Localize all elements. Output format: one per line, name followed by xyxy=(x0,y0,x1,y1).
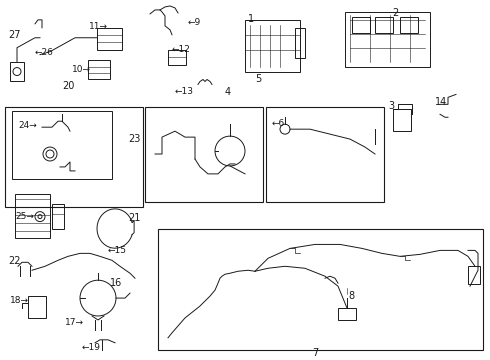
Text: 5: 5 xyxy=(255,73,261,84)
Text: 27: 27 xyxy=(8,30,21,40)
Bar xyxy=(97,28,122,50)
Text: ←12: ←12 xyxy=(172,45,191,54)
Text: 21: 21 xyxy=(128,213,140,222)
Text: 11→: 11→ xyxy=(89,22,107,31)
Bar xyxy=(145,107,263,202)
Text: ←6: ←6 xyxy=(272,119,285,128)
Text: 24→: 24→ xyxy=(18,121,37,130)
Bar xyxy=(266,107,384,202)
Bar xyxy=(15,194,50,238)
Text: 23: 23 xyxy=(128,134,140,144)
Bar xyxy=(338,308,356,320)
Bar xyxy=(52,204,64,229)
Bar xyxy=(400,17,418,33)
Bar xyxy=(158,229,483,350)
Bar xyxy=(5,107,143,207)
Bar xyxy=(468,266,480,284)
Text: 4: 4 xyxy=(225,87,231,98)
Text: 25→: 25→ xyxy=(15,212,34,221)
Bar xyxy=(245,20,300,72)
Text: ←19: ←19 xyxy=(82,343,101,352)
Bar xyxy=(345,12,430,67)
Bar xyxy=(168,50,186,64)
Text: ←15: ←15 xyxy=(108,246,127,255)
Text: 1: 1 xyxy=(248,14,254,24)
Bar xyxy=(295,28,305,58)
Bar xyxy=(352,17,370,33)
Text: 2: 2 xyxy=(392,8,398,18)
Text: 20: 20 xyxy=(62,81,74,91)
Text: 8: 8 xyxy=(348,291,354,301)
Bar xyxy=(28,296,46,318)
Bar xyxy=(88,60,110,80)
Bar xyxy=(10,62,24,81)
Text: 22: 22 xyxy=(8,256,21,266)
Bar xyxy=(12,111,112,179)
Text: ←26: ←26 xyxy=(35,48,54,57)
Text: ←9: ←9 xyxy=(188,18,201,27)
Bar xyxy=(393,109,411,131)
Text: 18→: 18→ xyxy=(10,296,29,305)
Text: ←13: ←13 xyxy=(175,87,194,96)
Bar xyxy=(375,17,393,33)
Text: 14: 14 xyxy=(435,97,447,107)
Text: 10→: 10→ xyxy=(72,64,91,73)
Text: 3: 3 xyxy=(388,102,394,111)
Text: 16: 16 xyxy=(110,278,122,288)
Text: 17→: 17→ xyxy=(65,318,84,327)
Text: 7: 7 xyxy=(312,348,318,358)
